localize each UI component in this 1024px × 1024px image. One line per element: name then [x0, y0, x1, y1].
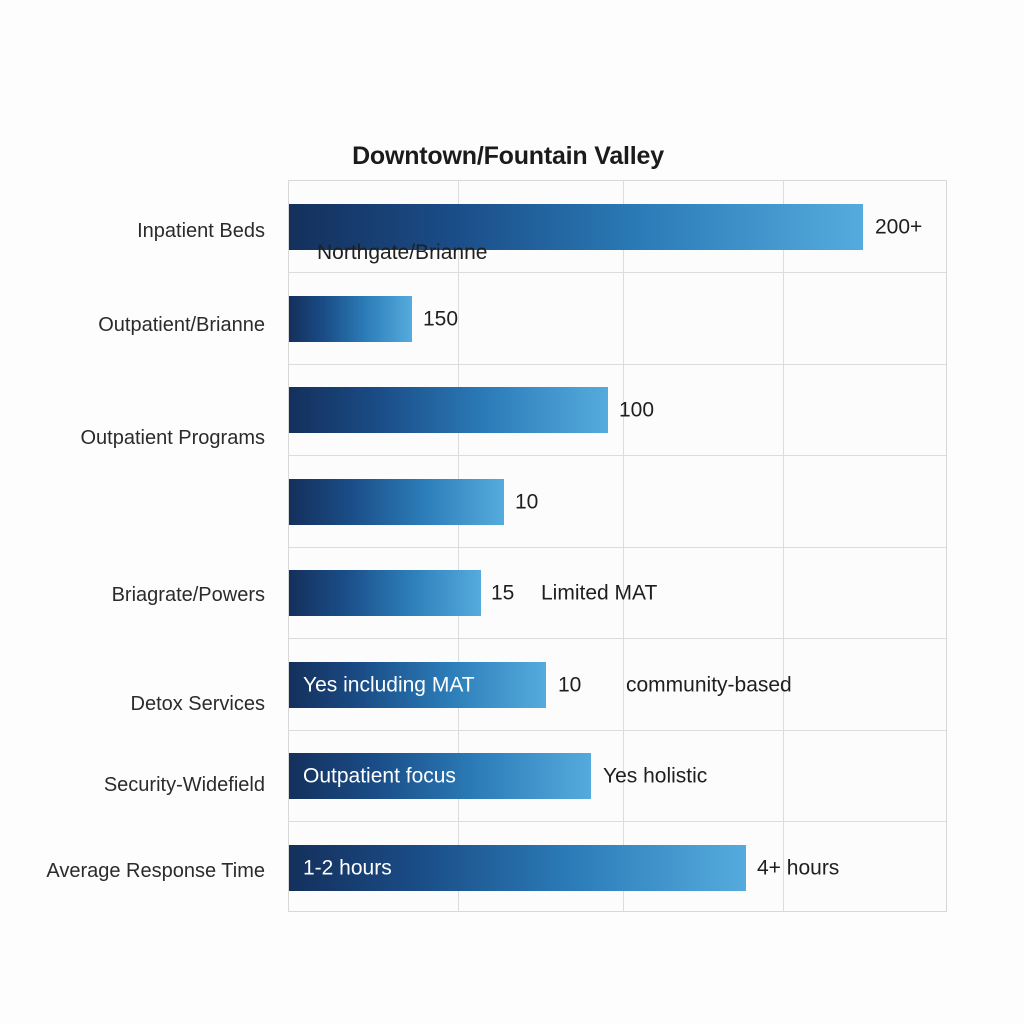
bar-row: 1-2 hours 4+ hours [289, 822, 946, 914]
bar-outpatient-brianne[interactable] [289, 295, 412, 342]
bar-value-label: 10 [515, 490, 539, 513]
bar-note-label: community-based [626, 673, 792, 696]
bar-inner-label: 1-2 hours [303, 856, 392, 879]
gridline-horizontal-3 [289, 455, 946, 456]
category-label-outpatient-programs: Outpatient Programs [80, 427, 265, 449]
bar-row: 10 [289, 456, 946, 548]
bar-note-label: 4+ hours [757, 856, 840, 879]
category-label-inpatient-beds: Inpatient Beds [137, 220, 265, 242]
gridline-horizontal-1 [289, 272, 946, 273]
category-label-detox-services: Detox Services [130, 693, 266, 715]
gridline-horizontal-5 [289, 638, 946, 639]
category-label-security-widefield: Security-Widefield [103, 774, 265, 796]
bar-row: 150 [289, 273, 946, 365]
category-label-briagrate-powers: Briagrate/Powers [111, 584, 265, 606]
gridline-vertical-1 [458, 181, 459, 911]
bar-average-response-time[interactable]: 1-2 hours [289, 844, 746, 891]
bar-note-label: Limited MAT [541, 581, 658, 605]
bar-under-label: Northgate/Brianne [317, 241, 488, 264]
bar-inpatient-beds[interactable] [289, 204, 863, 250]
gridline-vertical-2 [623, 181, 624, 911]
bar-inner-label: Outpatient focus [303, 764, 456, 788]
chart-title: Downtown/Fountain Valley [352, 142, 664, 170]
bar-row: Outpatient focus Yes holistic [289, 730, 946, 822]
bar-value-label: 150 [423, 307, 459, 330]
gridline-horizontal-6 [289, 730, 946, 731]
bar-inner-label: Yes including MAT [303, 673, 475, 696]
bar-value-label: 10 [558, 673, 582, 696]
plot-area: 200+ Northgate/Brianne 150 100 10 [288, 180, 947, 912]
bar-security-widefield[interactable]: Outpatient focus [289, 753, 591, 799]
bar-detox-services[interactable]: Yes including MAT [289, 661, 546, 708]
gridline-horizontal-7 [289, 821, 946, 822]
bar-note-label: Yes holistic [603, 764, 708, 788]
bar-row: 200+ Northgate/Brianne [289, 181, 946, 273]
bar-row-4[interactable] [289, 478, 504, 525]
bar-value-label: 100 [619, 398, 655, 422]
gridline-vertical-3 [783, 181, 784, 911]
bar-value-label: 15 [491, 581, 515, 605]
category-label-average-response-time: Average Response Time [46, 860, 265, 882]
category-label-outpatient-brianne: Outpatient/Brianne [98, 314, 265, 336]
bar-row: 100 [289, 364, 946, 456]
bar-row: Yes including MAT 10 community-based [289, 639, 946, 731]
bar-briagrate-powers[interactable] [289, 570, 481, 616]
bar-outpatient-programs[interactable] [289, 387, 608, 433]
bar-value-label: 200+ [875, 215, 923, 239]
gridline-horizontal-4 [289, 547, 946, 548]
gridline-horizontal-2 [289, 364, 946, 365]
bar-row: 15 Limited MAT [289, 547, 946, 639]
